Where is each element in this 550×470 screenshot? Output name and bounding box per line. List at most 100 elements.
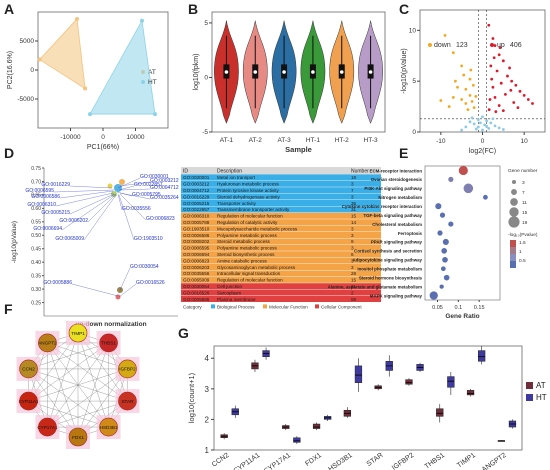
go-leader-line xyxy=(118,194,135,241)
legend-swatch xyxy=(315,304,319,309)
color-legend-label: 1.5 xyxy=(519,240,526,246)
box-ht xyxy=(447,376,455,388)
table-cell: Transmembrane transporter activity xyxy=(217,207,290,212)
kegg-dot-chart: 0.05 0.1 0.15 Gene Ratio ECM-receptor intera… xyxy=(328,165,538,320)
up-gene-point xyxy=(498,46,502,50)
go-term-bubble xyxy=(107,183,113,189)
up-gene-point xyxy=(506,74,509,78)
up-gene-point xyxy=(522,94,526,97)
pathway-label: PPAR signaling pathway xyxy=(371,240,423,245)
panel-label-g: G xyxy=(178,325,189,341)
ns-gene-point xyxy=(491,117,495,121)
down-gene-point xyxy=(462,73,466,77)
up-gene-point xyxy=(501,109,505,113)
up-gene-point xyxy=(488,98,492,101)
table-cell: Mucopolysaccharide metabolic process xyxy=(217,226,298,231)
table-row xyxy=(181,200,381,206)
go-leader-line xyxy=(53,189,115,193)
pathway-dot xyxy=(448,221,454,227)
y-tick-label: 0.65 xyxy=(31,193,41,199)
network-node-label: TIMP1 xyxy=(71,331,85,336)
size-legend-title: Gene number xyxy=(508,168,538,174)
y-tick-label: 0 xyxy=(204,74,208,81)
network-node-label: CYP17A1 xyxy=(37,425,58,430)
go-bubble-chart: 0.25 0.30 0.35 0.40 0.45 0.50 0.55 0.60 0.65 0.70… xyxy=(11,166,179,328)
x-axis-label: Sample xyxy=(285,145,312,154)
y-tick-label: 10 xyxy=(409,27,417,34)
network-node xyxy=(38,417,57,437)
pathway-label: Steroid hormone biosynthesis xyxy=(359,275,423,280)
down-gene-point xyxy=(443,34,447,37)
y-tick-label: 0.75 xyxy=(31,166,41,172)
table-cell: 15 xyxy=(351,214,357,219)
table-row xyxy=(181,283,381,290)
y-tick-label: 5 xyxy=(204,20,208,27)
x-tick-label: IGFBP2 xyxy=(391,452,415,470)
y-tick-label: 0.50 xyxy=(31,233,41,239)
pathway-label: Cytokine-cytokine receptor interaction xyxy=(342,204,423,209)
x-tick-label: AT-1 xyxy=(220,137,234,144)
up-gene-point xyxy=(512,101,516,104)
go-term-label: GO:0006310 xyxy=(27,202,56,208)
y-axis-label: log10(fpkm) xyxy=(193,54,200,91)
up-gene-point xyxy=(494,110,498,114)
size-legend-dot xyxy=(511,179,517,185)
table-header-cell: Number xyxy=(351,169,369,175)
ns-gene-point xyxy=(497,126,501,130)
network-node-label: CCN2 xyxy=(22,367,35,372)
network-edge xyxy=(28,368,109,428)
pathway-dot xyxy=(442,238,449,245)
plot-frame xyxy=(211,11,386,133)
table-cell: GO:0004712 xyxy=(183,188,210,193)
down-gene-point xyxy=(466,108,470,112)
table-cell: GO:0006203 xyxy=(183,265,210,270)
table-cell: 3 xyxy=(351,258,354,263)
network-edge xyxy=(47,342,79,438)
legend-swatch-at xyxy=(526,382,533,389)
table-cell: Regulation of catalytic activity xyxy=(217,220,278,225)
up-gene-point xyxy=(514,83,518,87)
x-axis-label: PC1(66%) xyxy=(87,144,119,151)
ht-point xyxy=(153,112,157,117)
x-tick-label: 0.05 xyxy=(432,305,443,311)
go-leader-line xyxy=(69,193,115,215)
pathway-label: PI3K-Akt signaling pathway xyxy=(364,186,422,191)
y-tick-label: 5000 xyxy=(20,38,35,45)
network-node xyxy=(118,359,137,379)
ns-gene-point xyxy=(485,119,489,123)
go-term-label: GO:0004712 xyxy=(150,185,179,191)
x-tick-label: ANGPT2 xyxy=(481,452,508,470)
network-node xyxy=(99,333,118,353)
x-tick-label: CCN2 xyxy=(211,452,231,469)
box-ht xyxy=(354,365,363,383)
size-legend-label: 19 xyxy=(522,220,528,226)
box-at xyxy=(312,423,321,429)
x-tick-label: 10000 xyxy=(126,134,144,141)
legend-label-ht: HT xyxy=(148,79,157,86)
table-cell: GO:1903510 xyxy=(183,226,210,231)
y-tick-label: 2 xyxy=(205,415,210,424)
table-cell: 31 xyxy=(351,207,357,212)
up-gene-point xyxy=(499,81,503,85)
pathway-dot xyxy=(483,194,488,200)
size-legend-label: 3 xyxy=(522,180,525,186)
down-gene-point xyxy=(460,64,464,68)
pathway-label: Ovarian steroidogenesis xyxy=(371,177,423,182)
legend-label-down: down xyxy=(434,42,451,49)
y-tick-label: 0.35 xyxy=(31,273,41,279)
color-legend-swatch xyxy=(510,247,516,254)
table-cell: 2 xyxy=(351,290,354,295)
table-cell: 3 xyxy=(351,226,354,231)
up-gene-point xyxy=(490,77,494,81)
y-tick-label: 3 xyxy=(205,385,210,394)
pathway-label: TGF-beta signaling pathway xyxy=(363,213,422,218)
network-edge xyxy=(28,400,109,428)
panel-label-f: F xyxy=(4,301,13,317)
table-cell: GO:0003212 xyxy=(183,182,210,187)
network-node xyxy=(99,417,118,437)
y-tick-label: -5000 xyxy=(17,96,34,103)
ns-gene-point xyxy=(460,128,464,132)
pathway-label: Nitrogen metabolism xyxy=(378,195,422,200)
down-gene-point xyxy=(451,96,455,99)
x-tick-label: 0 xyxy=(101,134,105,141)
